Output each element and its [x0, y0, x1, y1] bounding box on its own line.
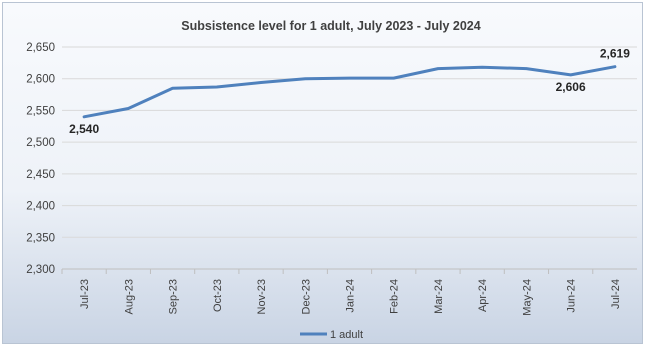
data-point [127, 107, 130, 110]
x-tick-label: Jul-24 [610, 279, 622, 309]
series-line [82, 65, 617, 119]
y-tick-label: 2,350 [26, 232, 55, 244]
data-point [569, 73, 572, 76]
x-tick-label: Nov-23 [256, 279, 268, 314]
legend-label: 1 adult [330, 329, 363, 341]
data-point [613, 65, 616, 68]
data-label: 2,619 [600, 47, 630, 61]
data-point [83, 115, 86, 118]
data-point [348, 77, 351, 80]
data-point [260, 81, 263, 84]
data-point [525, 67, 528, 70]
y-tick-label: 2,550 [26, 105, 55, 117]
series-group [82, 65, 617, 119]
x-axis: Jul-23 Aug-23 Sep-23 Oct-23 Nov-23 Dec-23 Jan-… [61, 269, 622, 316]
data-point [171, 87, 174, 90]
data-labels: 2,540 2,606 2,619 [69, 47, 630, 136]
x-tick-label: Oct-23 [212, 279, 224, 312]
y-tick-label: 2,500 [26, 137, 55, 149]
data-point [215, 85, 218, 88]
x-tick-label: Sep-23 [168, 279, 180, 314]
data-point [392, 77, 395, 80]
data-point [304, 77, 307, 80]
y-tick-label: 2,650 [26, 42, 55, 54]
x-tick-label: Dec-23 [300, 279, 312, 314]
x-tick-label: May-24 [521, 279, 533, 316]
data-label: 2,606 [556, 80, 586, 94]
legend: 1 adult [300, 329, 363, 341]
chart-frame [2, 2, 643, 344]
x-tick-label: Aug-23 [123, 279, 135, 314]
y-tick-label: 2,450 [26, 169, 55, 181]
x-tick-label: Jul-23 [79, 279, 91, 309]
x-tick-label: Jan-24 [345, 279, 357, 313]
data-label: 2,540 [69, 122, 99, 136]
y-axis: 2,300 2,350 2,400 2,450 2,500 2,550 2,600 2,650 [26, 42, 55, 276]
chart-title: Subsistence level for 1 adult, July 2023… [181, 19, 480, 33]
data-point [436, 67, 439, 70]
data-point [481, 66, 484, 69]
y-tick-label: 2,600 [26, 74, 55, 86]
x-tick-label: Apr-24 [477, 279, 489, 312]
y-tick-label: 2,400 [26, 201, 55, 213]
x-tick-label: Feb-24 [389, 279, 401, 314]
x-tick-label: Mar-24 [433, 279, 445, 314]
x-tick-label: Jun-24 [566, 279, 578, 313]
y-tick-label: 2,300 [26, 264, 55, 276]
gridlines [62, 46, 637, 270]
